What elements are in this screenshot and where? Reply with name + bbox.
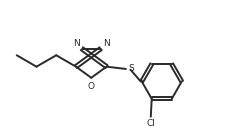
Text: S: S — [129, 64, 135, 73]
Text: O: O — [88, 82, 95, 91]
Text: N: N — [103, 39, 109, 48]
Text: N: N — [73, 39, 80, 48]
Text: Cl: Cl — [147, 119, 156, 128]
